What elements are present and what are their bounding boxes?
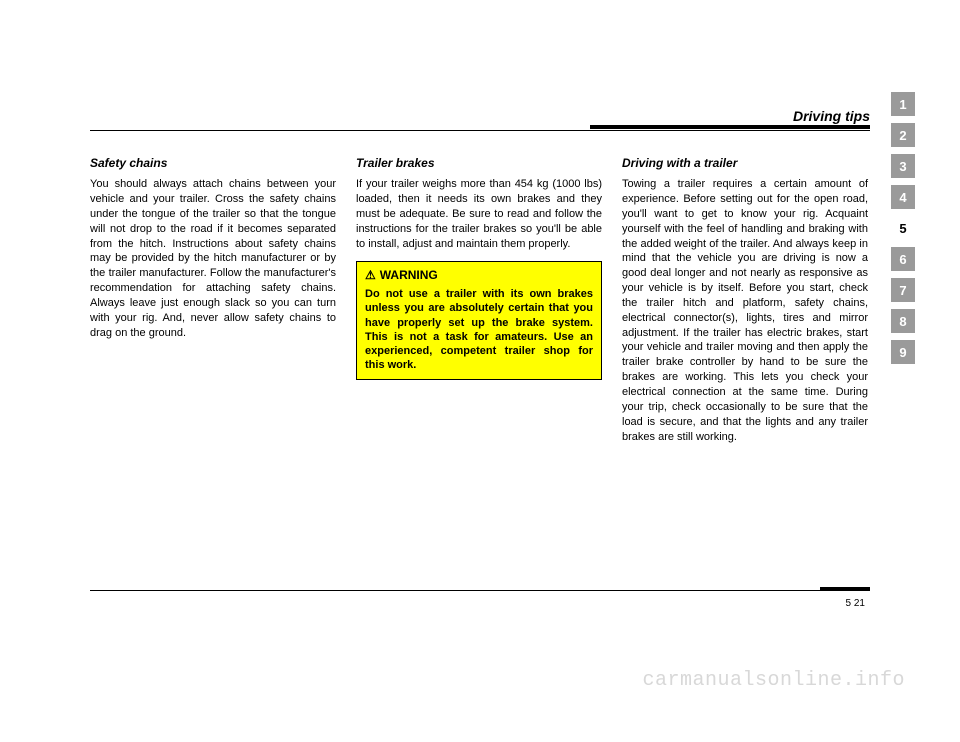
col-heading-trailer-brakes: Trailer brakes: [356, 155, 602, 171]
column-left: Safety chains You should always attach c…: [90, 155, 336, 444]
column-right: Driving with a trailer Towing a trailer …: [622, 155, 868, 444]
col-body-safety-chains: You should always attach chains between …: [90, 177, 336, 340]
warning-heading: ⚠ WARNING: [365, 268, 593, 284]
footer-rule: [90, 590, 870, 591]
tab-4[interactable]: 4: [891, 185, 915, 209]
section-tabs: 1 2 3 4 5 6 7 8 9: [891, 92, 915, 364]
warning-icon: ⚠: [365, 268, 376, 284]
tab-1[interactable]: 1: [891, 92, 915, 116]
header-rule-bold: [590, 125, 870, 129]
content-columns: Safety chains You should always attach c…: [90, 155, 870, 444]
warning-box: ⚠ WARNING Do not use a trailer with its …: [356, 261, 602, 379]
tab-6[interactable]: 6: [891, 247, 915, 271]
col-heading-safety-chains: Safety chains: [90, 155, 336, 171]
col-body-trailer-brakes: If your trailer weighs more than 454 kg …: [356, 177, 602, 251]
column-middle: Trailer brakes If your trailer weighs mo…: [356, 155, 602, 444]
section-title: Driving tips: [793, 108, 870, 124]
tab-5[interactable]: 5: [891, 216, 915, 240]
col-body-driving-trailer: Towing a trailer requires a certain amou…: [622, 177, 868, 444]
watermark: carmanualsonline.info: [642, 669, 905, 692]
warning-label: WARNING: [380, 268, 438, 284]
tab-2[interactable]: 2: [891, 123, 915, 147]
manual-page: Driving tips Safety chains You should al…: [90, 100, 870, 620]
footer-rule-bold: [820, 587, 870, 591]
tab-9[interactable]: 9: [891, 340, 915, 364]
tab-7[interactable]: 7: [891, 278, 915, 302]
header-rule: [90, 130, 870, 131]
tab-8[interactable]: 8: [891, 309, 915, 333]
page-number: 5 21: [846, 598, 865, 609]
col-heading-driving-trailer: Driving with a trailer: [622, 155, 868, 171]
warning-text: Do not use a trailer with its own brakes…: [365, 287, 593, 373]
tab-3[interactable]: 3: [891, 154, 915, 178]
